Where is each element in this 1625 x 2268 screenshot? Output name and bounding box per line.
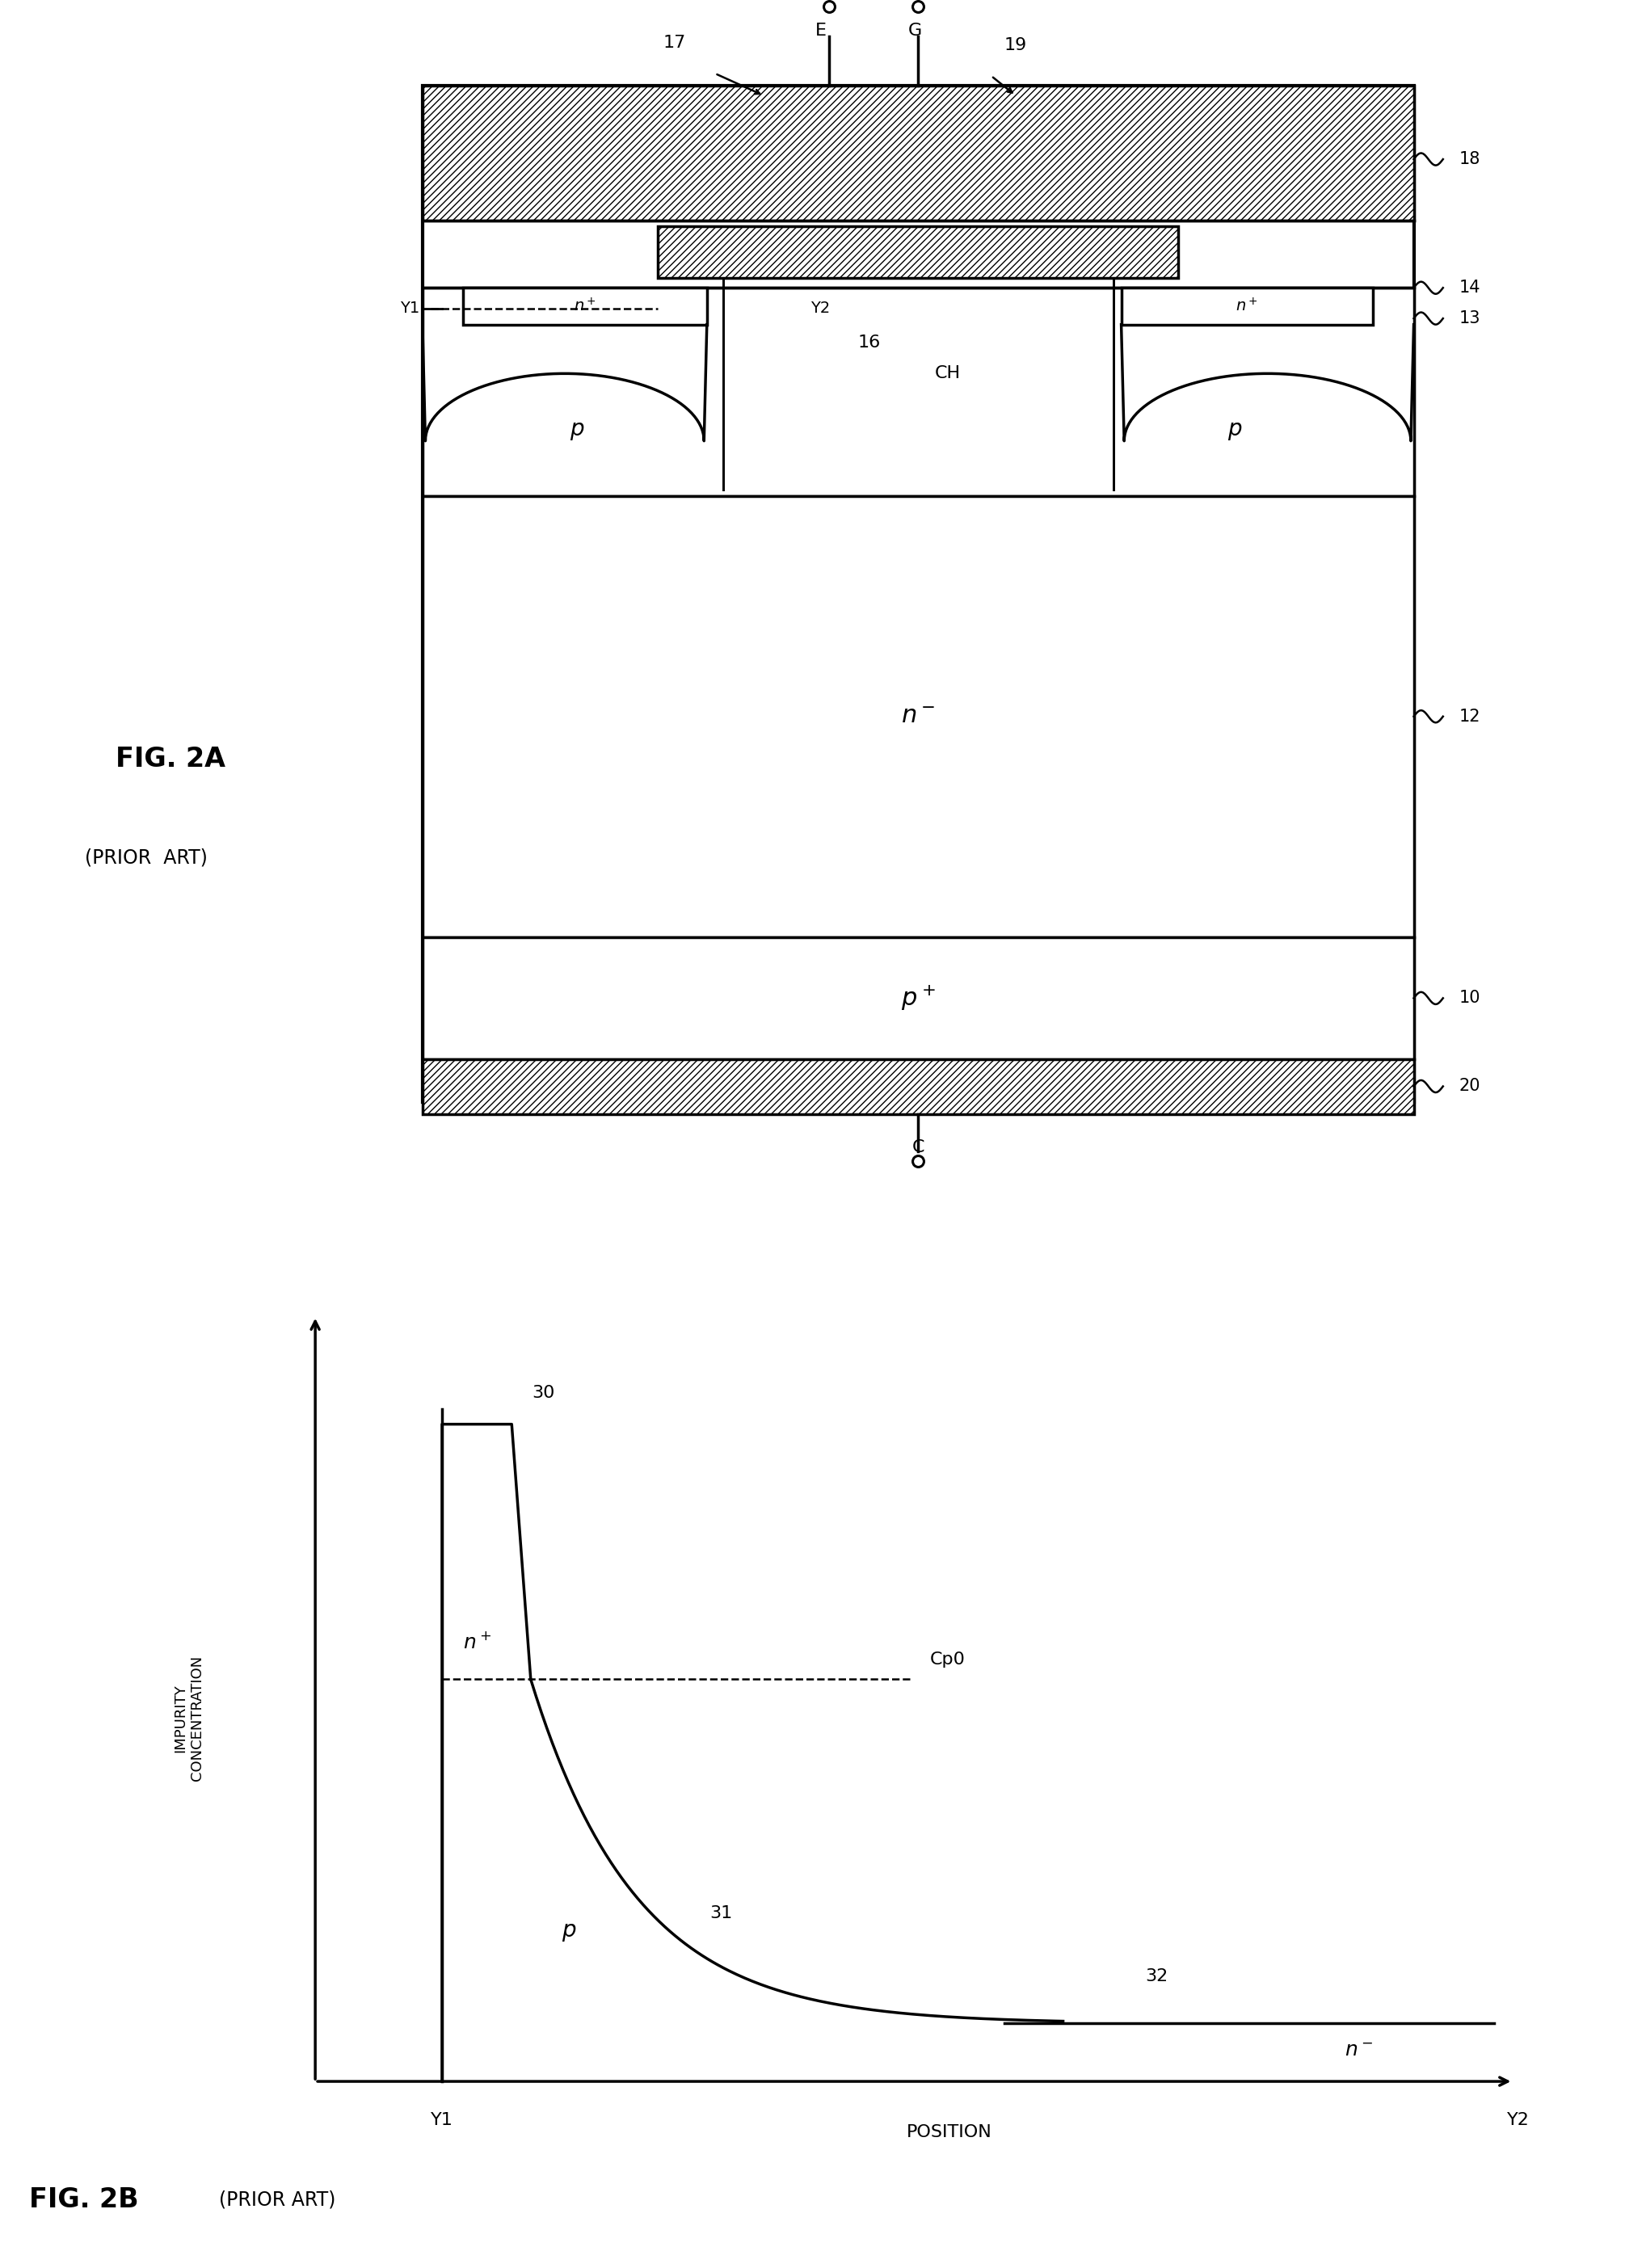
Text: 16: 16 <box>858 336 881 352</box>
Text: IMPURITY
CONCENTRATION: IMPURITY CONCENTRATION <box>172 1656 205 1780</box>
Text: FIG. 2A: FIG. 2A <box>115 746 226 773</box>
Text: p: p <box>1228 417 1242 440</box>
Text: C: C <box>912 1139 925 1157</box>
Bar <box>422 937 1414 1059</box>
Text: Cp0: Cp0 <box>929 1651 965 1667</box>
Text: (PRIOR ART): (PRIOR ART) <box>219 2191 336 2209</box>
Text: Y1: Y1 <box>400 302 419 315</box>
Text: $n^-$: $n^-$ <box>1346 2041 1373 2059</box>
Text: Y2: Y2 <box>811 302 830 315</box>
Text: 12: 12 <box>1459 708 1480 723</box>
Text: $n^+$: $n^+$ <box>463 1633 492 1651</box>
Text: 13: 13 <box>1459 311 1480 327</box>
Text: $n^+$: $n^+$ <box>574 297 596 315</box>
Text: 30: 30 <box>531 1386 554 1402</box>
Text: 20: 20 <box>1459 1077 1480 1095</box>
Text: 10: 10 <box>1459 991 1480 1007</box>
Text: Y1: Y1 <box>431 2112 453 2127</box>
Text: 17: 17 <box>663 34 686 50</box>
Text: 19: 19 <box>1004 36 1027 54</box>
Text: (PRIOR  ART): (PRIOR ART) <box>84 848 208 866</box>
Text: G: G <box>908 23 921 39</box>
Text: $p^+$: $p^+$ <box>900 984 936 1012</box>
Bar <box>422 1059 1414 1114</box>
Bar <box>658 227 1178 279</box>
Text: 18: 18 <box>1459 152 1480 168</box>
Bar <box>463 288 707 324</box>
Bar <box>1121 288 1373 324</box>
Bar <box>422 86 1414 1102</box>
Text: $n^-$: $n^-$ <box>900 705 936 728</box>
Text: Y2: Y2 <box>1506 2112 1529 2127</box>
Bar <box>422 497 1414 937</box>
Text: E: E <box>816 23 826 39</box>
Text: CH: CH <box>934 365 960 381</box>
Bar <box>422 86 1414 220</box>
Text: POSITION: POSITION <box>907 2123 991 2141</box>
Text: 32: 32 <box>1146 1969 1168 1984</box>
Text: 14: 14 <box>1459 279 1480 295</box>
Bar <box>422 288 1414 497</box>
Text: $n^+$: $n^+$ <box>1237 297 1258 315</box>
Text: 31: 31 <box>710 1905 733 1921</box>
Text: FIG. 2B: FIG. 2B <box>29 2186 138 2214</box>
Text: p: p <box>570 417 583 440</box>
Text: p: p <box>562 1919 575 1941</box>
